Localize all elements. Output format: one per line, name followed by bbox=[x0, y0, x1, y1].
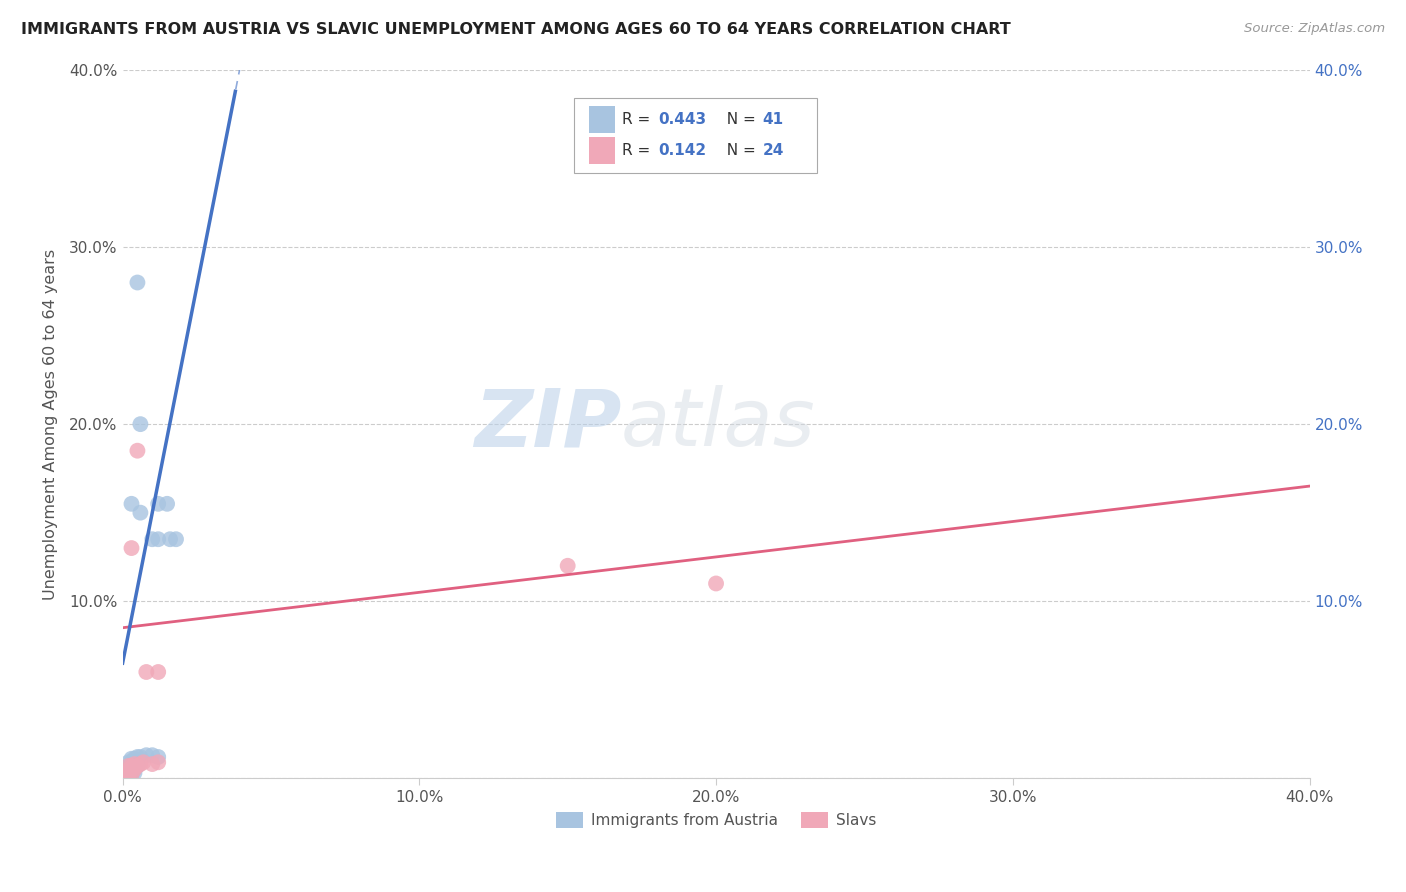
Point bbox=[159, 533, 181, 547]
Point bbox=[114, 763, 136, 777]
Point bbox=[124, 763, 146, 777]
Text: ZIP: ZIP bbox=[474, 385, 621, 463]
Text: 0.142: 0.142 bbox=[658, 143, 706, 158]
Point bbox=[117, 765, 139, 780]
Text: 41: 41 bbox=[762, 112, 783, 128]
Point bbox=[121, 763, 143, 777]
Point bbox=[135, 665, 157, 679]
Point bbox=[148, 497, 170, 511]
Point bbox=[114, 764, 136, 779]
Point bbox=[124, 752, 146, 766]
Text: N =: N = bbox=[717, 112, 761, 128]
Point bbox=[141, 757, 163, 772]
Point bbox=[121, 759, 143, 773]
Point bbox=[124, 765, 146, 780]
Point bbox=[117, 763, 139, 777]
Point bbox=[124, 763, 146, 777]
Point bbox=[114, 769, 136, 783]
Point bbox=[148, 750, 170, 764]
Point bbox=[148, 756, 170, 770]
Text: IMMIGRANTS FROM AUSTRIA VS SLAVIC UNEMPLOYMENT AMONG AGES 60 TO 64 YEARS CORRELA: IMMIGRANTS FROM AUSTRIA VS SLAVIC UNEMPL… bbox=[21, 22, 1011, 37]
Point bbox=[129, 417, 152, 431]
Point bbox=[121, 541, 143, 555]
Point bbox=[121, 767, 143, 781]
Point bbox=[117, 759, 139, 773]
Legend: Immigrants from Austria, Slavs: Immigrants from Austria, Slavs bbox=[550, 806, 883, 834]
Point bbox=[127, 756, 149, 770]
Point bbox=[117, 759, 139, 773]
FancyBboxPatch shape bbox=[589, 106, 616, 133]
Point bbox=[132, 756, 155, 770]
Point bbox=[121, 765, 143, 780]
Text: 0.443: 0.443 bbox=[658, 112, 706, 128]
Point bbox=[124, 759, 146, 773]
Text: atlas: atlas bbox=[621, 385, 815, 463]
Point bbox=[121, 763, 143, 777]
Point bbox=[124, 756, 146, 770]
Point bbox=[117, 767, 139, 781]
Point bbox=[121, 764, 143, 779]
Point bbox=[121, 767, 143, 781]
Text: N =: N = bbox=[717, 143, 761, 158]
Point bbox=[117, 767, 139, 781]
Text: R =: R = bbox=[623, 143, 655, 158]
Point bbox=[129, 506, 152, 520]
Point bbox=[129, 757, 152, 772]
Point bbox=[117, 765, 139, 780]
Point bbox=[121, 756, 143, 770]
Point bbox=[127, 759, 149, 773]
Point bbox=[124, 757, 146, 772]
Point bbox=[121, 752, 143, 766]
Point bbox=[114, 765, 136, 780]
Point bbox=[156, 497, 179, 511]
Point bbox=[117, 756, 139, 770]
Point bbox=[117, 769, 139, 783]
Point bbox=[114, 765, 136, 780]
Point bbox=[121, 759, 143, 773]
Y-axis label: Unemployment Among Ages 60 to 64 years: Unemployment Among Ages 60 to 64 years bbox=[44, 249, 58, 599]
Point bbox=[117, 764, 139, 779]
Text: 24: 24 bbox=[762, 143, 783, 158]
Point bbox=[127, 443, 149, 458]
Point bbox=[141, 533, 163, 547]
FancyBboxPatch shape bbox=[574, 98, 817, 173]
Point bbox=[121, 497, 143, 511]
Point bbox=[704, 576, 727, 591]
Point bbox=[127, 276, 149, 290]
Point bbox=[148, 533, 170, 547]
Point bbox=[141, 748, 163, 763]
Point bbox=[114, 767, 136, 781]
Point bbox=[127, 750, 149, 764]
Point bbox=[127, 759, 149, 773]
Point bbox=[114, 769, 136, 783]
Point bbox=[129, 750, 152, 764]
Point bbox=[114, 767, 136, 781]
Point bbox=[557, 558, 579, 573]
Text: Source: ZipAtlas.com: Source: ZipAtlas.com bbox=[1244, 22, 1385, 36]
Point bbox=[165, 533, 187, 547]
Point bbox=[117, 769, 139, 783]
Point bbox=[135, 748, 157, 763]
FancyBboxPatch shape bbox=[589, 136, 616, 163]
Point bbox=[117, 763, 139, 777]
Text: R =: R = bbox=[623, 112, 655, 128]
Point bbox=[148, 665, 170, 679]
